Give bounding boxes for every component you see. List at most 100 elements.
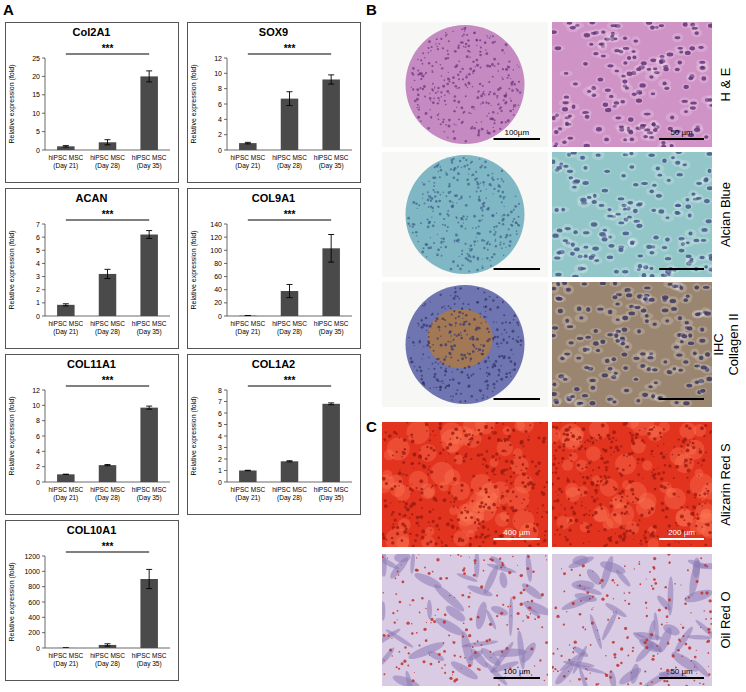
y-tick <box>42 586 45 587</box>
texture <box>634 221 644 230</box>
texture <box>461 68 463 70</box>
texture <box>465 159 467 161</box>
texture <box>573 230 577 234</box>
texture <box>520 344 522 346</box>
bar <box>140 579 158 648</box>
texture <box>420 120 422 122</box>
texture <box>439 176 441 178</box>
texture <box>625 55 633 62</box>
texture <box>432 70 433 71</box>
texture <box>636 203 642 206</box>
texture <box>488 373 491 376</box>
text-line: hiPSC MSC <box>48 652 83 659</box>
texture <box>427 191 429 193</box>
texture <box>471 248 473 250</box>
texture <box>593 194 597 198</box>
scale-bar <box>659 138 704 140</box>
texture <box>439 386 442 389</box>
texture <box>437 97 439 99</box>
y-tick <box>42 94 45 95</box>
texture <box>475 66 476 67</box>
texture <box>493 233 496 236</box>
texture <box>649 251 654 254</box>
texture <box>510 98 511 99</box>
y-tick-label: 0 <box>218 479 222 486</box>
texture <box>706 95 712 105</box>
texture <box>653 235 658 239</box>
texture <box>488 357 490 359</box>
texture <box>479 158 481 160</box>
texture <box>675 68 680 72</box>
texture <box>432 211 434 213</box>
texture <box>688 76 693 80</box>
texture <box>504 102 506 104</box>
error-bar <box>146 231 152 239</box>
texture <box>482 344 485 347</box>
texture <box>457 265 459 267</box>
texture <box>462 318 463 319</box>
texture <box>662 159 667 163</box>
texture <box>415 231 418 234</box>
texture <box>694 128 700 132</box>
texture <box>579 316 583 319</box>
texture <box>500 342 502 344</box>
texture <box>481 267 483 269</box>
texture <box>426 256 427 257</box>
y-axis <box>227 390 228 482</box>
texture <box>457 222 459 224</box>
texture <box>625 213 635 222</box>
texture <box>651 234 661 241</box>
texture <box>463 157 465 159</box>
texture <box>459 256 460 257</box>
texture <box>436 387 438 389</box>
image-bg <box>382 152 548 277</box>
panel-label: B <box>366 1 377 18</box>
texture <box>685 51 691 55</box>
y-tick <box>42 420 45 421</box>
y-tick <box>224 237 227 238</box>
panel-label: A <box>3 1 14 18</box>
texture <box>429 346 431 348</box>
texture <box>476 269 479 272</box>
texture <box>469 260 472 263</box>
texture <box>674 59 685 67</box>
texture <box>470 244 473 247</box>
texture <box>459 323 461 325</box>
texture <box>502 78 504 80</box>
x-tick-label: hiPSC MSC(Day 21) <box>230 320 265 336</box>
texture <box>510 81 513 84</box>
y-tick <box>42 405 45 406</box>
texture <box>450 356 452 358</box>
texture <box>497 63 499 65</box>
scale-bar-label: 100µm <box>504 128 529 137</box>
x-tick-label: hiPSC MSC(Day 28) <box>272 320 307 336</box>
texture <box>437 191 440 194</box>
texture <box>421 319 423 321</box>
texture <box>559 375 572 383</box>
error-cap <box>63 305 69 306</box>
texture <box>615 302 619 305</box>
error-cap <box>287 460 293 461</box>
texture <box>431 71 433 73</box>
texture <box>552 142 560 147</box>
texture <box>421 326 424 329</box>
texture <box>567 170 573 173</box>
texture <box>638 121 649 129</box>
texture <box>470 127 473 130</box>
y-tick <box>224 302 227 303</box>
texture <box>496 306 499 309</box>
texture <box>628 48 640 55</box>
text-line: (Day 35) <box>137 660 162 668</box>
texture <box>679 97 690 105</box>
y-tick <box>224 482 227 483</box>
texture <box>513 319 515 321</box>
scale-bar <box>494 138 540 140</box>
texture <box>457 46 460 49</box>
texture <box>611 36 621 43</box>
bars <box>57 406 158 482</box>
texture <box>441 238 443 240</box>
texture <box>629 152 633 155</box>
texture <box>492 118 494 120</box>
texture <box>662 236 672 244</box>
texture <box>470 395 473 398</box>
